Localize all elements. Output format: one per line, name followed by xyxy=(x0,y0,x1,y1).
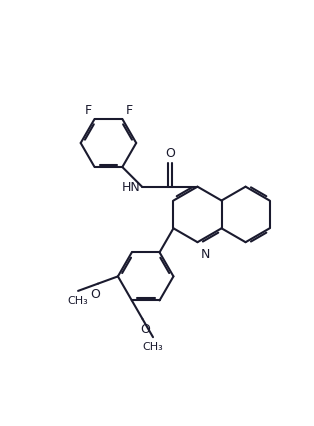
Text: N: N xyxy=(201,248,210,261)
Text: F: F xyxy=(125,104,133,117)
Text: O: O xyxy=(165,147,175,160)
Text: O: O xyxy=(140,322,150,335)
Text: CH₃: CH₃ xyxy=(68,295,89,305)
Text: CH₃: CH₃ xyxy=(143,341,163,351)
Text: F: F xyxy=(84,104,91,117)
Text: HN: HN xyxy=(121,181,140,194)
Text: O: O xyxy=(91,287,100,300)
